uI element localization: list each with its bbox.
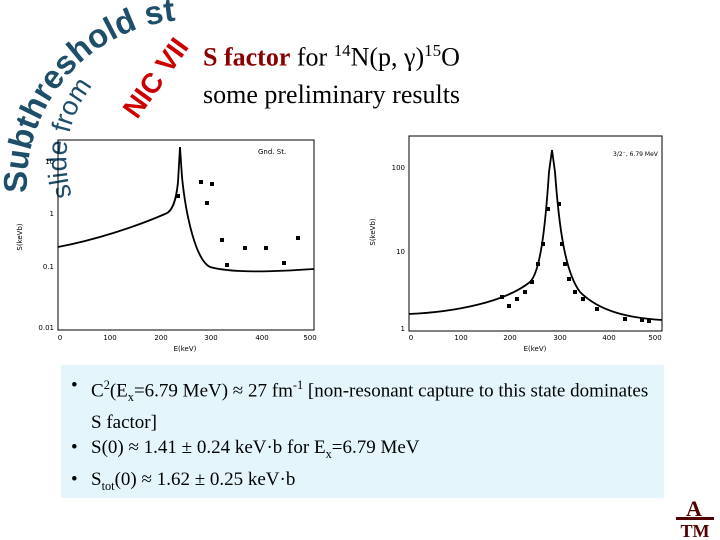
right-xtick: 200 [503, 334, 516, 342]
left-ytick: 0.1 [43, 263, 54, 271]
right-xtick: 400 [602, 334, 615, 342]
right-ytick: 100 [392, 164, 405, 172]
title-o: O [441, 42, 460, 72]
title-n-mass: 14 [333, 41, 351, 60]
right-plot: S(keVb) 100 10 1 0 100 200 300 400 500 E… [369, 135, 663, 353]
right-xtick: 500 [648, 334, 661, 342]
svg-text:A: A [686, 497, 702, 521]
atm-logo: A TM [676, 497, 714, 540]
title-line1: S factor for 14N(p, γ)15O [203, 32, 460, 76]
left-xtick: 200 [154, 334, 167, 342]
title-line2: some preliminary results [203, 79, 461, 109]
right-xlabel: E(keV) [524, 345, 547, 353]
bullet-item: Stot(0) ≈ 1.62 ± 0.25 keV·b [67, 467, 657, 499]
right-legend: 3/2⁻, 6.79 MeV [613, 151, 659, 158]
right-xtick: 0 [409, 334, 413, 342]
right-points [500, 202, 651, 323]
title-reaction: N(p, γ) [350, 42, 425, 72]
left-xtick: 300 [204, 334, 217, 342]
left-points [176, 180, 300, 267]
svg-text:TM: TM [681, 521, 710, 540]
left-xtick: 500 [303, 334, 316, 342]
left-curve [57, 146, 315, 273]
left-frame [57, 139, 315, 331]
left-ylabel: S(keVb) [16, 223, 24, 251]
left-plot: S(keVb) 10 1 0.1 0.01 0 100 200 300 400 … [16, 139, 317, 353]
right-xtick: 300 [553, 334, 566, 342]
subthreshold-overlay: Subthreshold state: slide from NIC VII [0, 0, 195, 200]
left-ytick: 0.01 [38, 324, 54, 332]
left-xtick: 400 [255, 334, 268, 342]
left-ytick: 1 [50, 210, 54, 218]
bullet-list: C2(Ex=6.79 MeV) ≈ 27 fm-1 [non-resonant … [67, 373, 657, 499]
slide-title: S factor for 14N(p, γ)15O some prelimina… [203, 32, 460, 113]
bullet-item: C2(Ex=6.79 MeV) ≈ 27 fm-1 [non-resonant … [67, 373, 657, 435]
left-xtick: 100 [103, 334, 116, 342]
left-ytick: 10 [45, 158, 54, 166]
left-legend: Gnd. St. [258, 148, 286, 156]
right-xtick: 100 [454, 334, 467, 342]
right-curve [408, 149, 663, 321]
title-bold: S factor [203, 42, 291, 72]
left-xtick: 0 [58, 334, 62, 342]
right-ylabel: S(keVb) [369, 218, 377, 246]
bullet-item: S(0) ≈ 1.41 ± 0.24 keV·b for Ex=6.79 MeV [67, 435, 657, 467]
right-ytick: 1 [401, 325, 405, 333]
title-for: for [290, 42, 334, 72]
right-frame [408, 135, 663, 332]
title-o-mass: 15 [424, 41, 442, 60]
left-xlabel: E(keV) [174, 345, 197, 353]
overlay-line2: NIC VII [117, 32, 195, 123]
right-ytick: 10 [396, 248, 405, 256]
